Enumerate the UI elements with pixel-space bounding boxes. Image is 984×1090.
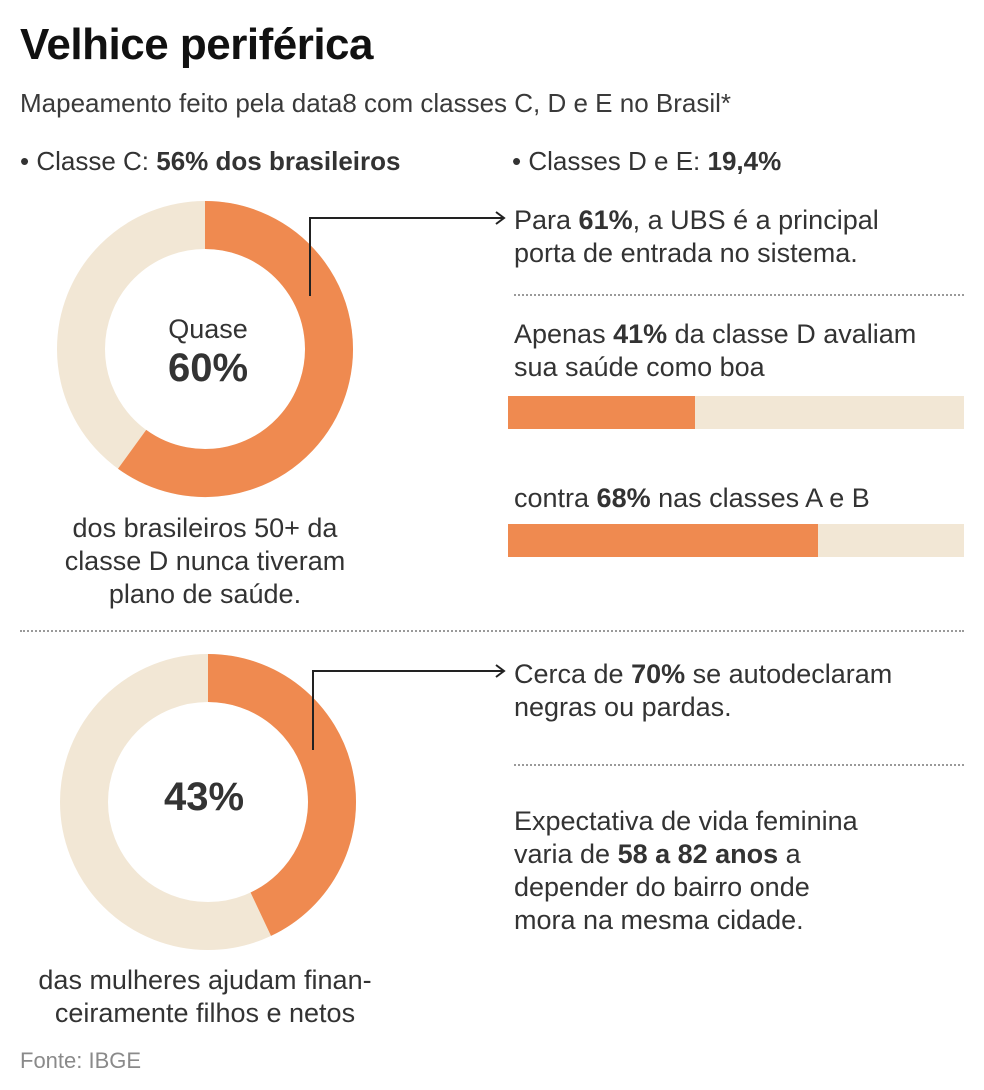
bullet-classes-de: • Classes D e E: 19,4% (512, 146, 781, 177)
fact-classes-ab: contra 68% nas classes A e B (514, 482, 964, 515)
bullet-classes-de-label: • Classes D e E: (512, 146, 708, 176)
fact-vida-line1: Expectativa de vida feminina (514, 806, 858, 836)
fact-saude-value: 41% (613, 319, 668, 349)
arrow-connector-1 (309, 211, 506, 296)
fact-ubs: Para 61%, a UBS é a principal porta de e… (514, 204, 964, 270)
fact-ubs-pre: Para (514, 205, 579, 235)
source-note: Fonte: IBGE (20, 1048, 142, 1073)
chart-subtitle: Mapeamento feito pela data8 com classes … (20, 88, 732, 118)
donut1-top-label: Quase (168, 314, 248, 344)
fact-ab-post: nas classes A e B (650, 483, 870, 513)
bar-fill-classe-d (508, 396, 695, 429)
donut1-caption-line3: plano de saúde. (108, 579, 302, 609)
bullet-classe-c: • Classe C: 56% dos brasileiros (20, 146, 400, 177)
bullet-classe-c-label: • Classe C: (20, 146, 157, 176)
fact-saude-pre: Apenas (514, 319, 614, 349)
donut-chart-ajuda-financeira (60, 654, 356, 950)
fact-ab-value: 68% (596, 483, 651, 513)
fact-saude-line1: Apenas 41% da classe D avaliam (514, 318, 964, 351)
divider-right-1 (514, 294, 964, 296)
fact-expectativa: Expectativa de vida feminina varia de 58… (514, 805, 964, 937)
fact-saude: Apenas 41% da classe D avaliam sua saúde… (514, 318, 964, 384)
donut2-caption-line2: ceiramente filhos e netos (54, 998, 356, 1028)
fact-saude-line2: sua saúde como boa (514, 352, 765, 382)
donut1-caption-line1: dos brasileiros 50+ da (72, 513, 338, 543)
arrow-connector-2 (312, 664, 506, 750)
divider-right-2 (514, 764, 964, 766)
divider-section (20, 630, 964, 632)
bar-fill-classes-ab (508, 524, 819, 557)
fact-negras-post: se autodeclaram (685, 659, 893, 689)
fact-vida-line4: mora na mesma cidade. (514, 905, 804, 935)
chart-title: Velhice periférica (20, 20, 374, 69)
donut2-caption: das mulheres ajudam finan- ceiramente fi… (10, 964, 400, 1030)
fact-negras-value: 70% (631, 659, 686, 689)
fact-ubs-post: , a UBS é a principal (632, 205, 879, 235)
fact-saude-post: da classe D avaliam (667, 319, 917, 349)
fact-vida-post: a (778, 839, 801, 869)
fact-ubs-line2: porta de entrada no sistema. (514, 238, 858, 268)
fact-vida-pre: varia de (514, 839, 618, 869)
fact-ab-pre: contra (514, 483, 597, 513)
donut1-value-slice (118, 201, 353, 497)
fact-ubs-line1: Para 61%, a UBS é a principal (514, 204, 964, 237)
fact-vida-value: 58 a 82 anos (617, 839, 779, 869)
fact-vida-line3: depender do bairro onde (514, 872, 810, 902)
donut2-value-slice (207, 654, 356, 936)
fact-ubs-value: 61% (578, 205, 633, 235)
donut-chart-plano-saude (57, 201, 353, 497)
bar-track-classes-ab (508, 524, 964, 557)
donut1-value-label: 60% (167, 346, 249, 390)
bullet-classe-c-value: 56% dos brasileiros (156, 146, 401, 176)
bullet-classes-de-value: 19,4% (707, 146, 782, 176)
donut1-caption-line2: classe D nunca tiveram (64, 546, 346, 576)
donut2-value-label: 43% (163, 775, 245, 819)
fact-negras-pre: Cerca de (514, 659, 632, 689)
fact-vida-line2: varia de 58 a 82 anos a (514, 838, 964, 871)
bar-track-classe-d (508, 396, 964, 429)
fact-negras-line2: negras ou pardas. (514, 692, 732, 722)
donut1-caption: dos brasileiros 50+ da classe D nunca ti… (30, 512, 380, 611)
donut2-caption-line1: das mulheres ajudam finan- (38, 965, 372, 995)
fact-negras: Cerca de 70% se autodeclaram negras ou p… (514, 658, 964, 724)
fact-negras-line1: Cerca de 70% se autodeclaram (514, 658, 964, 691)
